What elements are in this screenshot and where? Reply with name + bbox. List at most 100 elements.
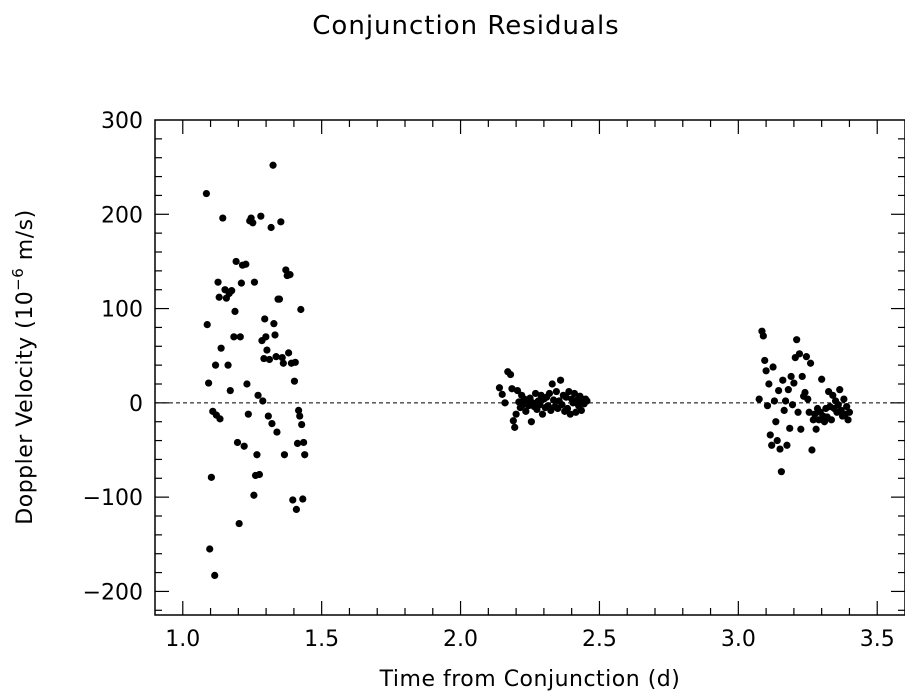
data-point [788,401,797,409]
data-point [236,333,244,341]
data-point [285,349,293,357]
data-point [773,436,781,445]
data-point [836,386,844,394]
data-point [780,406,788,414]
data-point [538,410,547,418]
data-point [761,356,769,365]
x-tick-label: 1.0 [165,627,200,652]
data-point [257,212,265,220]
data-point [262,333,270,341]
data-point [253,451,261,459]
data-point [763,402,772,410]
data-point [498,390,506,398]
data-point [765,380,773,388]
data-point [786,424,794,432]
y-tick-label: 0 [129,392,143,417]
data-point [232,257,240,266]
data-point [776,445,784,453]
y-axis-label-unit: m/s) [13,209,38,267]
data-point [806,359,815,367]
data-point [501,399,509,407]
data-point [255,470,264,479]
data-point [300,438,308,447]
data-point [211,361,220,369]
data-point [808,446,816,454]
axis-tick-labels: 1.0 1.5 2.0 2.5 3.0 3.5 −200 −100 0 100 200 300 [83,109,895,652]
data-point [793,336,801,344]
data-point [775,387,783,395]
data-point [216,415,224,423]
data-point [783,441,791,449]
data-point [577,406,585,414]
data-point [261,315,269,323]
data-point [280,451,289,459]
data-point [240,442,248,450]
data-point [206,545,214,553]
data-point [273,428,281,436]
data-point [249,219,257,227]
data-point [798,372,806,381]
data-point [259,397,267,405]
data-point [230,333,238,341]
data-point [289,496,297,504]
data-point [293,439,302,447]
data-point [563,404,572,413]
data-point [205,379,213,387]
data-point [844,416,852,424]
data-point [295,406,303,414]
data-point [795,350,804,358]
data-point [777,468,785,476]
data-point [550,396,558,404]
data-point [558,401,566,409]
data-point [562,393,570,401]
data-point [226,387,234,395]
data-point [278,354,286,362]
data-point [271,331,279,339]
x-tick-label: 2.0 [443,627,478,652]
data-point [270,320,278,328]
y-axis-label-main: Doppler Velocity (10 [13,291,38,525]
data-point [545,389,554,398]
data-points [202,161,854,580]
data-point [768,441,776,449]
data-point [244,410,252,418]
data-point [843,403,851,411]
data-point [829,391,837,399]
data-point [572,408,580,416]
data-point [286,271,294,279]
data-point [224,361,232,369]
data-point [269,161,277,169]
data-point [802,353,810,361]
data-point [766,431,774,439]
data-point [217,344,225,352]
data-point [787,372,795,381]
y-axis-label: Doppler Velocity (10−6 m/s) [9,209,38,524]
data-point [513,387,522,395]
data-point [243,380,251,388]
data-point [214,278,222,286]
data-point [298,420,306,429]
data-point [267,223,275,232]
data-point [809,416,817,424]
data-point [235,519,243,528]
data-point [260,354,268,363]
y-tick-label: 100 [101,298,143,323]
data-point [755,395,763,403]
y-axis-label-exponent: −6 [9,268,27,291]
data-point [556,376,565,384]
data-point [536,401,544,409]
data-point [801,388,809,397]
data-point [566,410,574,418]
data-point [203,321,211,329]
x-axis-label: Time from Conjunction (d) [379,667,681,692]
data-point [794,408,802,416]
data-point [250,278,259,286]
data-point [277,218,285,226]
data-point [211,571,219,580]
data-point [804,395,812,403]
y-tick-label: 200 [101,203,143,228]
data-point [296,412,304,420]
data-point [301,451,309,459]
data-point [531,389,540,398]
